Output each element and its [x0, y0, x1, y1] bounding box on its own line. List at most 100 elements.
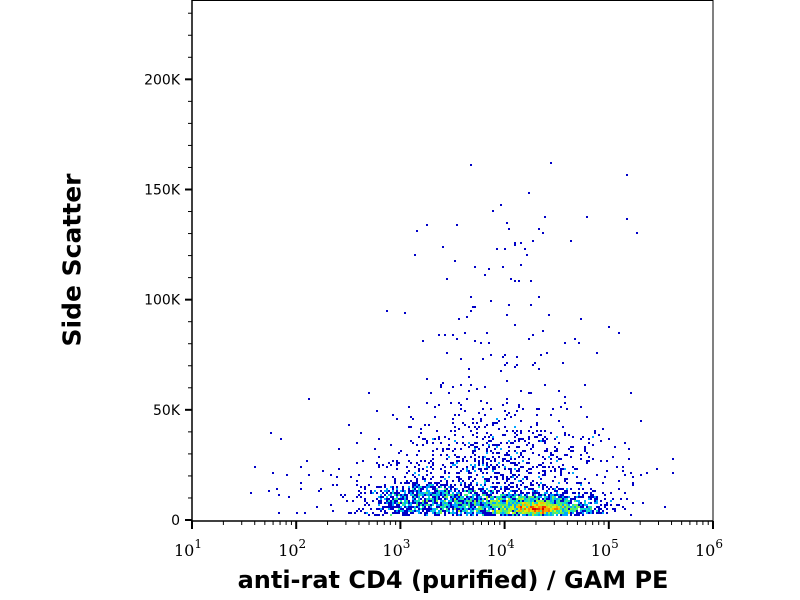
density-cell	[504, 502, 506, 504]
density-cell	[468, 508, 470, 510]
density-cell	[474, 504, 476, 506]
density-cell	[520, 432, 522, 434]
density-cell	[468, 512, 470, 514]
density-cell	[544, 510, 546, 512]
density-cell	[520, 504, 522, 506]
density-cell	[528, 192, 530, 194]
density-cell	[388, 500, 390, 502]
density-cell	[522, 492, 524, 494]
density-cell	[470, 492, 472, 494]
density-cell	[580, 454, 582, 456]
density-cell	[422, 510, 424, 512]
density-cell	[588, 482, 590, 484]
density-cell	[410, 462, 412, 464]
density-cell	[552, 514, 554, 516]
density-cell	[596, 474, 598, 476]
density-cell	[512, 500, 514, 502]
density-cell	[406, 498, 408, 500]
density-cell	[438, 506, 440, 508]
density-cell	[488, 506, 490, 508]
density-cell	[514, 440, 516, 442]
density-cell	[582, 504, 584, 506]
density-cell	[572, 466, 574, 468]
density-cell	[472, 494, 474, 496]
density-cell	[488, 512, 490, 514]
density-cell	[374, 490, 376, 492]
density-cell	[408, 504, 410, 506]
density-cell	[542, 462, 544, 464]
density-cell	[506, 452, 508, 454]
density-cell	[576, 504, 578, 506]
density-cell	[488, 500, 490, 502]
density-cell	[550, 500, 552, 502]
density-cell	[518, 462, 520, 464]
density-cell	[490, 354, 492, 356]
density-cell	[554, 496, 556, 498]
density-cell	[368, 392, 370, 394]
density-cell	[588, 442, 590, 444]
density-cell	[560, 468, 562, 470]
density-cell	[478, 504, 480, 506]
density-cell	[444, 490, 446, 492]
density-cell	[492, 512, 494, 514]
density-cell	[526, 510, 528, 512]
density-cell	[384, 486, 386, 488]
density-cell	[454, 488, 456, 490]
density-cell	[562, 488, 564, 490]
density-cell	[404, 504, 406, 506]
density-cell	[404, 312, 406, 314]
density-cell	[526, 476, 528, 478]
y-tick-label: 150K	[144, 182, 181, 198]
density-cell	[504, 354, 506, 356]
density-cell	[490, 512, 492, 514]
density-cell	[550, 504, 552, 506]
density-cell	[444, 496, 446, 498]
density-cell	[438, 334, 440, 336]
density-cell	[500, 512, 502, 514]
density-cell	[402, 498, 404, 500]
density-cell	[398, 506, 400, 508]
density-cell	[596, 496, 598, 498]
density-cell	[478, 508, 480, 510]
density-cell	[522, 500, 524, 502]
density-cell	[538, 434, 540, 436]
density-cell	[458, 494, 460, 496]
density-cell	[472, 512, 474, 514]
density-cell	[540, 506, 542, 508]
density-cell	[454, 508, 456, 510]
density-cell	[504, 458, 506, 460]
density-cell	[536, 424, 538, 426]
density-cell	[548, 510, 550, 512]
density-cell	[536, 482, 538, 484]
density-cell	[492, 506, 494, 508]
density-cell	[404, 502, 406, 504]
density-cell	[390, 502, 392, 504]
density-cell	[478, 506, 480, 508]
density-cell	[464, 456, 466, 458]
density-cell	[564, 454, 566, 456]
density-cell	[550, 454, 552, 456]
density-cell	[514, 504, 516, 506]
density-cell	[278, 494, 280, 496]
density-cell	[584, 510, 586, 512]
density-cell	[410, 508, 412, 510]
density-cell	[444, 498, 446, 500]
density-cell	[560, 502, 562, 504]
density-cell	[486, 498, 488, 500]
density-cell	[360, 486, 362, 488]
density-cell	[434, 508, 436, 510]
density-cell	[492, 492, 494, 494]
density-cell	[448, 506, 450, 508]
density-cell	[482, 460, 484, 462]
density-cell	[460, 498, 462, 500]
density-cell	[538, 296, 540, 298]
density-cell	[584, 500, 586, 502]
density-cell	[462, 436, 464, 438]
density-cell	[412, 442, 414, 444]
density-cell	[564, 396, 566, 398]
density-cell	[406, 454, 408, 456]
density-cell	[454, 484, 456, 486]
density-cell	[526, 496, 528, 498]
density-cell	[542, 502, 544, 504]
density-cell	[428, 494, 430, 496]
